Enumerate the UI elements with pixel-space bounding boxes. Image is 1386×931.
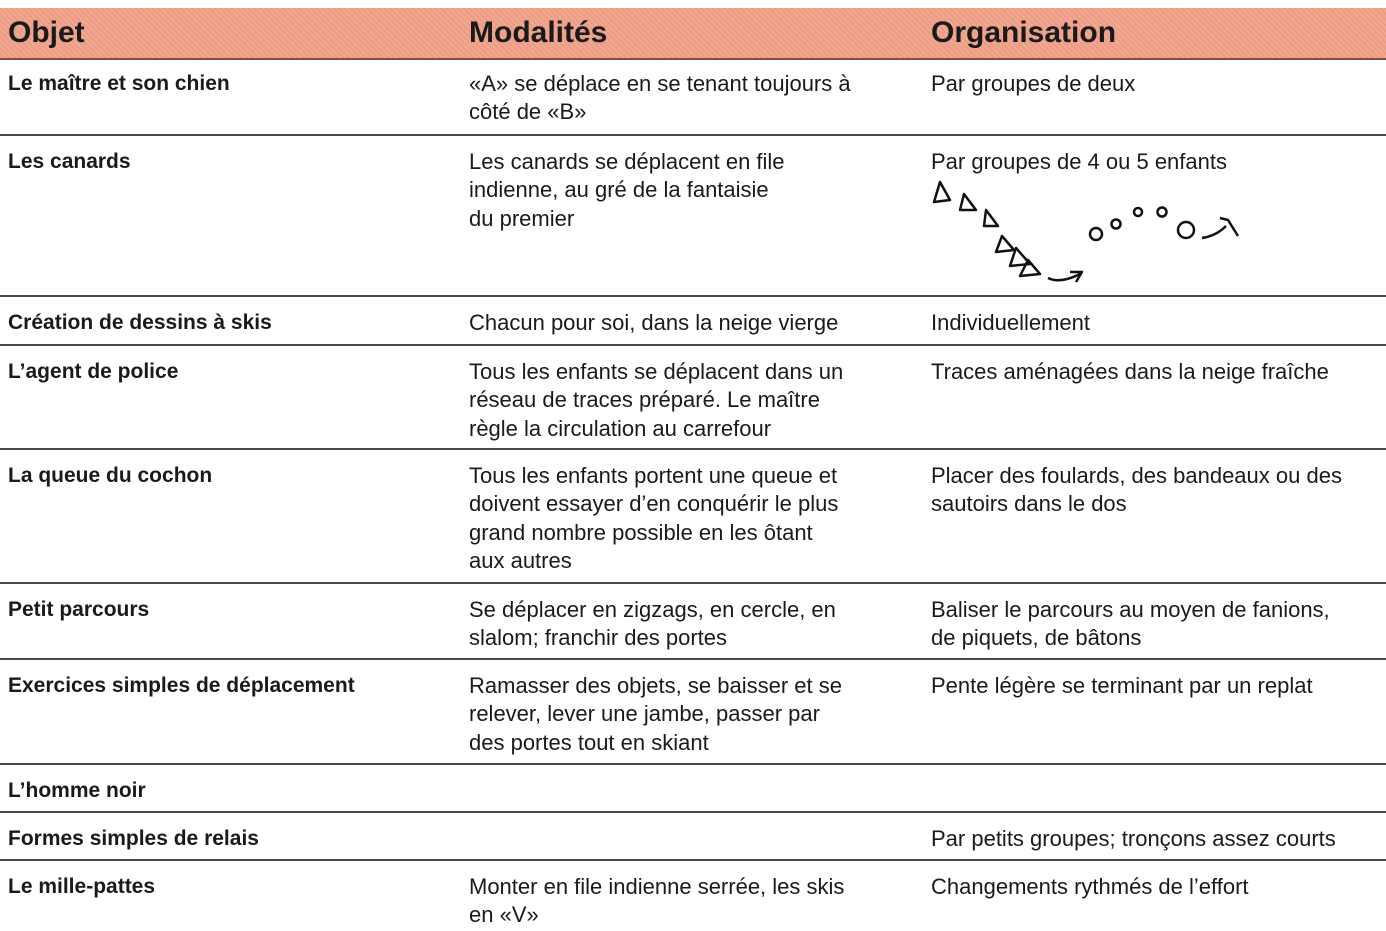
text-line: côté de «B» [469, 99, 587, 125]
table-cell: Petit parcours [8, 596, 149, 624]
text-line: Ramasser des objets, se baisser et se [469, 673, 842, 698]
table-cell: Se déplacer en zigzags, en cercle, en sla… [469, 596, 836, 653]
table-cell: Formes simples de relais [8, 825, 259, 853]
text-line: doivent essayer d’en conquérir le plus [469, 491, 839, 517]
table-row: Formes simples de relais Par petits group… [0, 813, 1386, 861]
table-cell: L’homme noir [8, 777, 146, 805]
table-row: L’homme noir [0, 765, 1386, 813]
table-cell: Chacun pour soi, dans la neige vierge [469, 309, 838, 337]
text-line: L’agent de police [8, 360, 179, 383]
table-row: Exercices simples de déplacement Ramasser… [0, 660, 1386, 765]
text-line: Chacun pour soi, dans la neige vierge [469, 310, 839, 335]
table-cell: Changements rythmés de l’effort [931, 873, 1249, 901]
text-line: de piquets, de bâtons [931, 625, 1142, 651]
text-line: Le mille-pattes [8, 875, 156, 898]
table-cell: Exercices simples de déplacement [8, 672, 355, 700]
text-line: Placer des foulards, des bandeaux ou des [931, 463, 1342, 488]
text-line: relever, lever une jambe, passer par [469, 701, 820, 727]
column-header: Objet [8, 16, 85, 49]
text-line: Formes simples de relais [8, 827, 259, 850]
table-cell: Tous les enfants portent une queue et doi… [469, 462, 838, 575]
table-cell: Pente légère se terminant par un replat [931, 672, 1313, 700]
text-line: La queue du cochon [8, 464, 213, 487]
table-cell: Le mille-pattes [8, 873, 155, 901]
column-header: Organisation [931, 16, 1117, 49]
text-line: «A» se déplace en se tenant toujours à [469, 71, 851, 96]
text-line: Exercices simples de déplacement [8, 674, 355, 697]
table-cell: La queue du cochon [8, 462, 212, 490]
text-line: Création de dessins à skis [8, 311, 272, 334]
text-line: en «V» [469, 902, 539, 928]
text-line: Par groupes de deux [931, 71, 1136, 96]
text-line: Le maître et son chien [8, 72, 230, 95]
text-line: règle la circulation au carrefour [469, 415, 772, 441]
table-header: Objet Modalités Organisation [0, 8, 1386, 60]
text-line: Par groupes de 4 ou 5 enfants [931, 149, 1227, 174]
table-row: L’agent de police Tous les enfants se dép… [0, 346, 1386, 450]
text-line: Petit parcours [8, 598, 150, 621]
table-cell: Par groupes de deux [931, 70, 1135, 98]
table-row: Petit parcours Se déplacer en zigzags, en… [0, 584, 1386, 660]
text-line: sautoirs dans le dos [931, 491, 1127, 517]
table-cell: Par groupes de 4 ou 5 enfants [931, 148, 1227, 176]
table-cell: «A» se déplace en se tenant toujours à cô… [469, 70, 851, 127]
table-cell: Tous les enfants se déplacent dans un rés… [469, 358, 843, 443]
table-cell: L’agent de police [8, 358, 178, 386]
text-line: réseau de traces préparé. Le maître [469, 387, 820, 413]
text-line: Pente légère se terminant par un replat [931, 673, 1313, 698]
table-cell: Création de dessins à skis [8, 309, 272, 337]
text-line: aux autres [469, 547, 572, 573]
text-line: Baliser le parcours au moyen de fanions, [931, 597, 1330, 622]
text-line: slalom; franchir des portes [469, 625, 727, 651]
table-row: Les canards Les canards se déplacent en f… [0, 136, 1386, 297]
table-cell: Individuellement [931, 309, 1090, 337]
text-line: grand nombre possible en les ôtant [469, 519, 813, 545]
table-cell: Les canards [8, 148, 131, 176]
table-row: Le mille-pattes Monter en file indienne s… [0, 861, 1386, 929]
table-cell: Par petits groupes; tronçons assez court… [931, 825, 1336, 853]
text-line: du premier [469, 205, 575, 231]
table-cell: Baliser le parcours au moyen de fanions,… [931, 596, 1330, 653]
text-line: Traces aménagées dans la neige fraîche [931, 359, 1329, 384]
text-line: Les canards se déplacent en file [469, 149, 785, 174]
text-line: Changements rythmés de l’effort [931, 874, 1249, 899]
table-row: Le maître et son chien «A» se déplace en … [0, 58, 1386, 136]
column-header: Modalités [469, 16, 608, 49]
text-line: Se déplacer en zigzags, en cercle, en [469, 597, 836, 622]
text-line: Individuellement [931, 310, 1090, 335]
text-line: Tous les enfants portent une queue et [469, 463, 838, 488]
text-line: Tous les enfants se déplacent dans un [469, 359, 844, 384]
text-line: indienne, au gré de la fantaisie [469, 177, 769, 203]
text-line: Monter en file indienne serrée, les skis [469, 874, 845, 899]
text-line: des portes tout en skiant [469, 729, 709, 755]
table-cell: Le maître et son chien [8, 70, 230, 98]
text-line: Par petits groupes; tronçons assez court… [931, 826, 1336, 851]
table-cell: Les canards se déplacent en file indienne… [469, 148, 785, 233]
text-line: Les canards [8, 150, 131, 173]
text-line: L’homme noir [8, 779, 146, 802]
table-cell: Traces aménagées dans la neige fraîche [931, 358, 1329, 386]
ducks-sketch [932, 180, 1240, 283]
table-row: Création de dessins à skis Chacun pour so… [0, 297, 1386, 346]
table-cell: Monter en file indienne serrée, les skis… [469, 873, 844, 930]
table-row: La queue du cochon Tous les enfants porte… [0, 450, 1386, 584]
table-cell: Placer des foulards, des bandeaux ou des… [931, 462, 1342, 519]
table-cell: Ramasser des objets, se baisser et se rel… [469, 672, 842, 757]
